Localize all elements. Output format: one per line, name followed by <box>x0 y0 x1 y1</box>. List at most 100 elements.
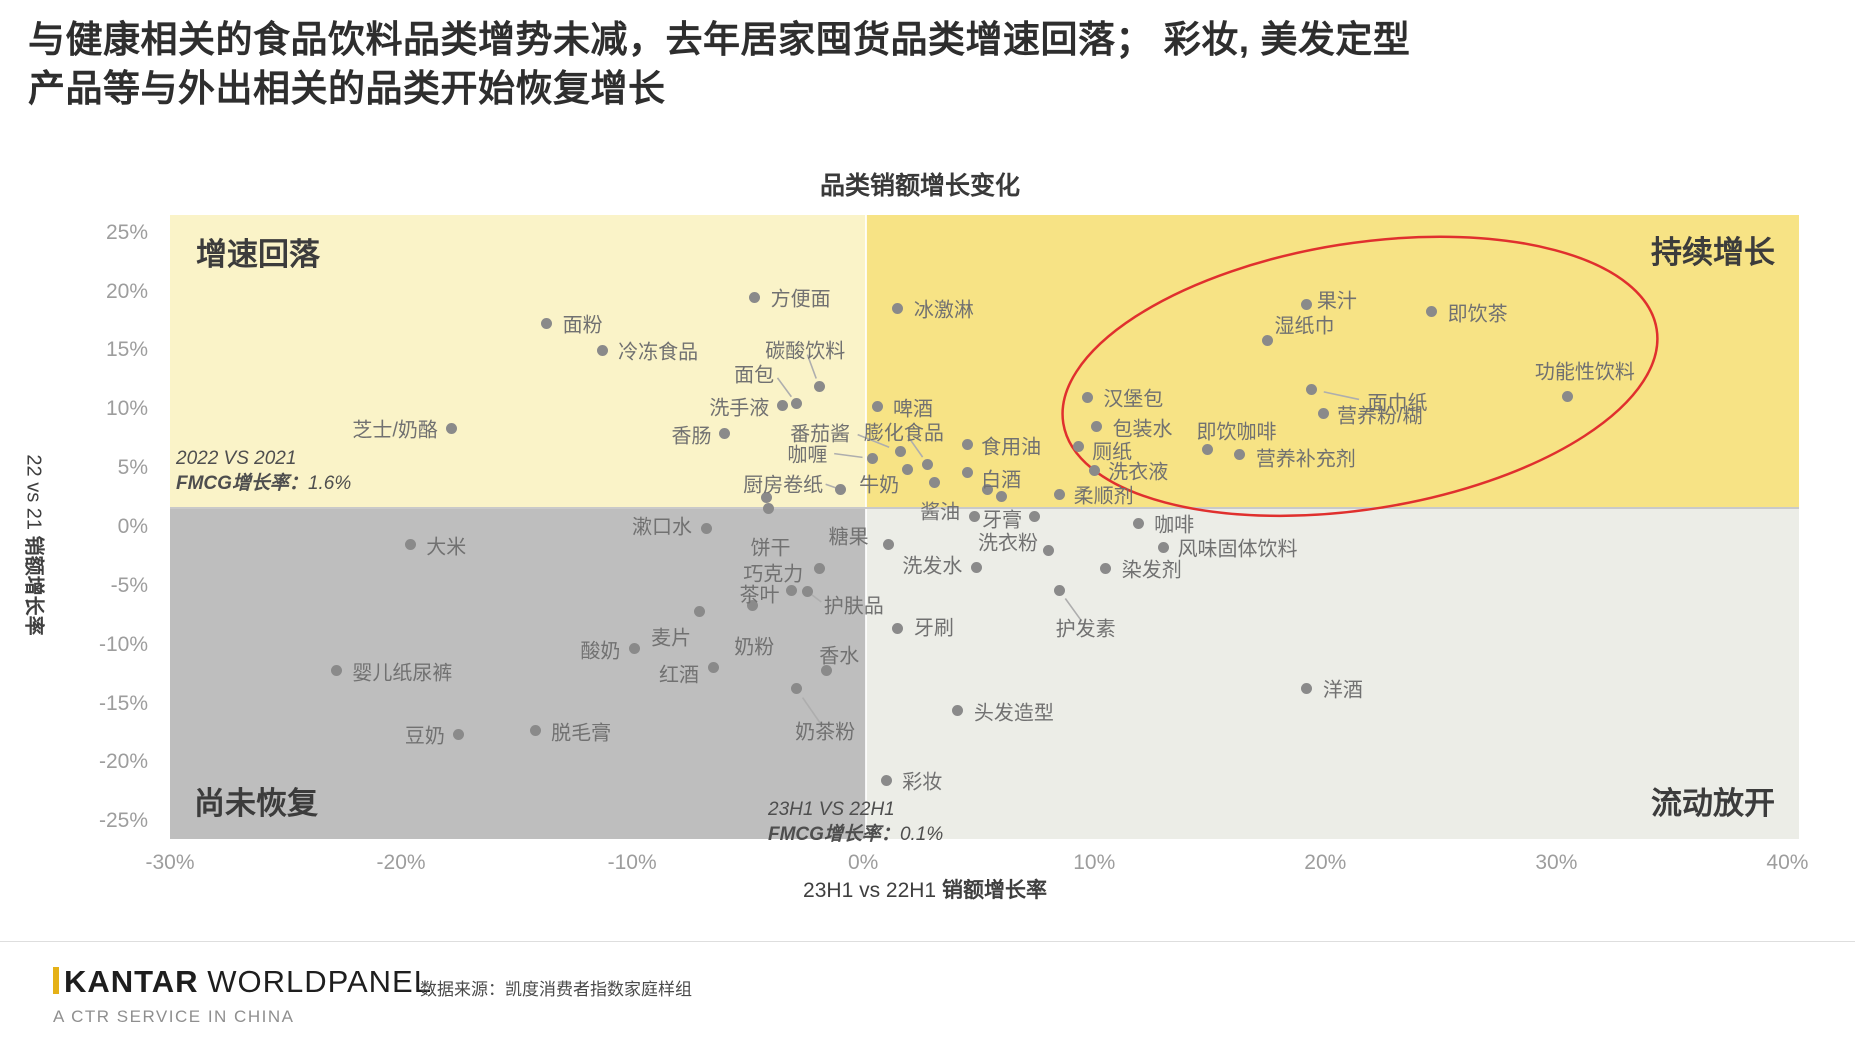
data-point-dot <box>786 585 798 597</box>
data-point-dot <box>707 661 719 673</box>
quadrant-label-top-left: 增速回落 <box>196 237 320 272</box>
data-point-label: 汉堡包 <box>1103 388 1164 411</box>
data-point-label: 巧克力 <box>743 563 804 586</box>
data-point-label: 功能性饮料 <box>1534 361 1635 384</box>
y-axis-tick: 0% <box>117 515 148 538</box>
data-point-dot <box>892 622 904 634</box>
quadrant-bottom-right <box>865 508 1799 839</box>
data-point-dot <box>1305 383 1317 395</box>
plot-area: 增速回落 持续增长 尚未恢复 流动放开 2022 VS 2021 FMCG增长率… <box>170 215 1799 845</box>
quadrant-split-vertical-line <box>864 215 867 839</box>
x-axis-tick: 30% <box>1535 851 1578 874</box>
x-axis-tick: -20% <box>376 851 426 874</box>
data-point-label: 风味固体饮料 <box>1177 538 1298 561</box>
data-point-dot <box>1301 682 1313 694</box>
data-point-label: 牙膏 <box>982 509 1023 532</box>
y-axis-tick: 20% <box>105 279 148 303</box>
data-point-dot <box>880 774 892 786</box>
data-point-dot <box>1081 391 1093 403</box>
kantar-logo-accent-bar <box>53 967 59 994</box>
data-point-dot <box>790 397 802 409</box>
data-point-dot <box>1100 562 1112 574</box>
data-point-dot <box>749 291 761 303</box>
data-point-dot <box>1054 488 1066 500</box>
chart-title: 品类销额增长变化 <box>819 172 1021 200</box>
data-point-label: 酱油 <box>920 501 961 524</box>
data-point-label: 芝士/奶酪 <box>352 419 438 442</box>
data-point-label: 牛奶 <box>859 474 900 497</box>
data-point-label: 洗发水 <box>902 555 963 578</box>
data-point-dot <box>529 725 541 737</box>
x-axis-tick: 40% <box>1766 851 1809 874</box>
data-point-label: 奶粉 <box>734 636 775 659</box>
data-point-label: 奶茶粉 <box>795 721 856 744</box>
data-point-dot <box>1234 448 1246 460</box>
data-point-dot-unlabeled <box>929 476 941 488</box>
data-point-label: 即饮咖啡 <box>1196 421 1277 444</box>
data-point-dot <box>693 606 705 618</box>
data-point-dot <box>871 401 883 413</box>
data-point-label: 红酒 <box>659 664 699 687</box>
data-point-dot <box>1028 510 1040 522</box>
kantar-logo-bold: KANTAR <box>64 964 199 999</box>
data-point-label: 冰激淋 <box>913 299 974 322</box>
annotation-23h1-vs-22h1: 23H1 VS 22H1 FMCG增长率：0.1% <box>768 798 943 847</box>
data-point-label: 染发剂 <box>1121 559 1182 582</box>
x-axis-tick: -10% <box>607 851 657 874</box>
data-point-dot <box>952 705 964 717</box>
data-point-dot <box>541 317 553 329</box>
data-point-label: 牙刷 <box>913 617 954 640</box>
y-axis-tick: -25% <box>98 809 148 833</box>
annotation-bottom-line2: FMCG增长率：0.1% <box>768 823 943 848</box>
data-point-label: 番茄酱 <box>790 423 851 446</box>
data-point-label: 彩妆 <box>902 771 943 794</box>
data-point-label: 方便面 <box>770 288 831 311</box>
data-point-dot <box>762 502 774 514</box>
data-point-dot <box>968 510 980 522</box>
page-title-line1: 与健康相关的食品饮料品类增势未减，去年居家囤货品类增速回落； 彩妆, 美发定型 <box>28 19 1411 60</box>
annotation-left-line2: FMCG增长率：1.6% <box>176 472 351 497</box>
data-point-label: 厨房卷纸 <box>743 474 824 497</box>
data-point-dot <box>961 439 973 451</box>
data-point-dot <box>970 561 982 573</box>
data-point-dot <box>700 522 712 534</box>
data-point-dot-unlabeled <box>982 483 994 495</box>
data-point-dot <box>1132 517 1144 529</box>
data-point-label: 糖果 <box>828 526 869 549</box>
data-point-label: 头发造型 <box>973 702 1054 725</box>
data-point-dot <box>894 446 906 458</box>
y-axis-title-prefix: 22 vs 21 <box>22 454 45 536</box>
data-point-dot <box>330 665 342 677</box>
data-point-dot <box>1158 541 1170 553</box>
annotation-bottom-line2-label: FMCG增长率： <box>768 823 900 845</box>
data-point-dot <box>802 586 814 598</box>
kantar-logo-light: WORLDPANEL <box>207 964 432 999</box>
data-point-dot <box>746 600 758 612</box>
data-point-label: 食用油 <box>981 436 1042 459</box>
data-point-dot <box>719 428 731 440</box>
y-axis-tick: 10% <box>105 397 148 421</box>
data-point-label: 饼干 <box>750 537 791 560</box>
x-axis-title-bold: 销额增长率 <box>941 879 1047 902</box>
quadrant-bottom-left <box>170 508 866 839</box>
data-point-dot <box>628 642 640 654</box>
y-axis-tick: 5% <box>117 456 148 480</box>
annotation-left-line2-label: FMCG增长率： <box>176 472 308 494</box>
y-axis-title: 22 vs 21 销额增长率 <box>22 454 51 635</box>
data-point-dot <box>453 728 465 740</box>
data-point-dot <box>883 539 895 551</box>
data-point-dot <box>1088 464 1100 476</box>
data-point-label: 咖啡 <box>1154 514 1195 537</box>
data-point-label: 冷冻食品 <box>618 341 699 364</box>
data-point-label: 膨化食品 <box>863 422 944 445</box>
annotation-bottom-line2-value: 0.1% <box>899 823 944 845</box>
data-point-dot <box>404 539 416 551</box>
y-axis-tick: 15% <box>105 338 148 362</box>
data-point-label: 碳酸饮料 <box>765 340 846 363</box>
data-point-label: 茶叶 <box>739 584 780 607</box>
data-point-dot <box>1201 443 1213 455</box>
data-point-dot <box>596 344 608 356</box>
data-point-dot <box>1054 585 1066 597</box>
data-point-dot <box>813 562 825 574</box>
